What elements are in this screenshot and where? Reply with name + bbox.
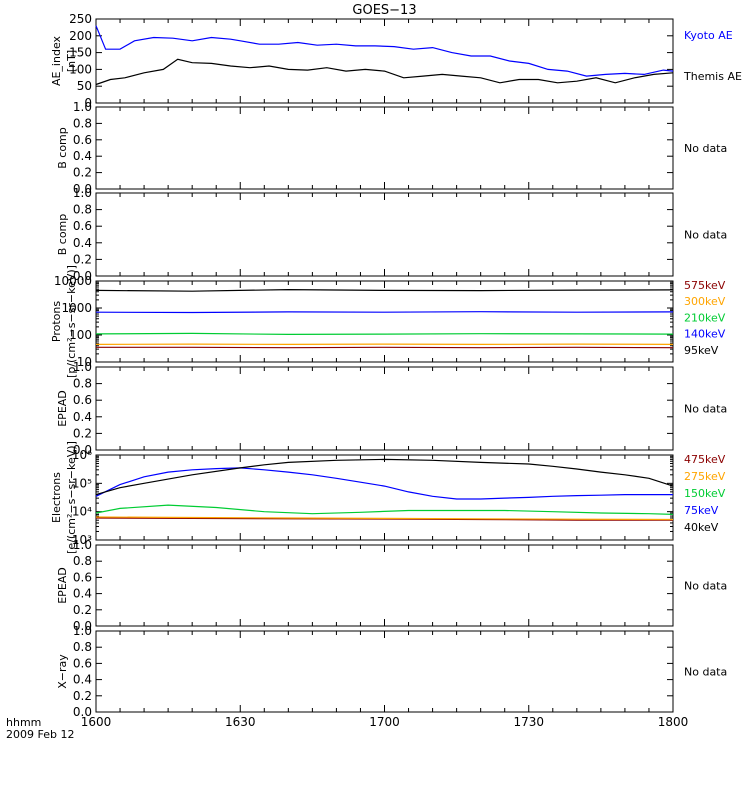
x-tick-label: 1700 [369,715,400,729]
y-axis-label: Protons [50,301,63,342]
series-line-kyoto-ae [96,26,673,76]
y-tick-label: 0.6 [73,570,92,584]
no-data-label: No data [684,666,727,679]
chart-title: GOES−13 [352,3,416,18]
y-tick-label: 0.6 [73,133,92,147]
y-tick-label: 0.2 [73,166,92,180]
series-line-themis-ae [96,59,673,84]
y-tick-label: 250 [69,12,92,26]
y-axis-label: B comp [56,214,69,256]
x-tick-label: 1600 [81,715,112,729]
legend-entry-150kev: 150keV [684,487,726,500]
y-axis-label: EPEAD [56,390,69,427]
y-tick-label: 0.4 [73,410,92,424]
y-tick-label: 1.0 [73,100,92,114]
series-line-40kev [96,459,673,494]
y-axis-label: [nT] [65,50,78,72]
series-line-95kev [96,290,673,292]
panel-frame-6 [96,455,673,540]
x-tick-label: 1800 [658,715,689,729]
y-axis-label: EPEAD [56,567,69,604]
no-data-label: No data [684,229,727,242]
y-tick-label: 50 [77,79,92,93]
y-tick-label: 0.8 [73,116,92,130]
legend-entry-300kev: 300keV [684,295,726,308]
legend-entry-575kev: 575keV [684,279,726,292]
panel-frame-3 [96,193,673,276]
y-tick-label: 0.4 [73,673,92,687]
y-tick-label: 1.0 [73,186,92,200]
y-tick-label: 0.4 [73,236,92,250]
series-line-140kev [96,312,673,313]
y-axis-label: B comp [56,127,69,169]
no-data-label: No data [684,142,727,155]
y-tick-label: 0.6 [73,219,92,233]
panel-frame-5 [96,367,673,450]
panel-frame-8 [96,631,673,712]
y-tick-label: 1.0 [73,538,92,552]
x-tick-label: 1730 [513,715,544,729]
y-axis-label: [e/(cm²−s−sr−keV)] [65,441,78,554]
y-tick-label: 0.6 [73,656,92,670]
no-data-label: No data [684,580,727,593]
panel-frame-2 [96,107,673,189]
legend-entry-kyoto-ae: Kyoto AE [684,29,733,42]
series-line-75kev [96,468,673,499]
panel-frame-7 [96,545,673,626]
y-tick-label: 0.8 [73,554,92,568]
legend-entry-40kev: 40keV [684,521,719,534]
y-tick-label: 0.4 [73,587,92,601]
y-tick-label: 0.6 [73,393,92,407]
legend-entry-210kev: 210keV [684,311,726,324]
legend-entry-themis-ae: Themis AE [683,70,742,83]
x-tick-label: 1630 [225,715,256,729]
series-line-150kev [96,505,673,514]
y-tick-label: 1.0 [73,624,92,638]
y-tick-label: 0.8 [73,377,92,391]
legend-entry-140kev: 140keV [684,328,726,341]
y-axis-label: X−ray [56,654,69,689]
y-tick-label: 0.8 [73,640,92,654]
y-tick-label: 0.8 [73,203,92,217]
legend-entry-75kev: 75keV [684,504,719,517]
y-tick-label: 0.2 [73,252,92,266]
y-tick-label: 1.0 [73,360,92,374]
y-tick-label: 0.2 [73,426,92,440]
legend-entry-95kev: 95keV [684,344,719,357]
y-tick-label: 0.2 [73,689,92,703]
x-axis-label-date: 2009 Feb 12 [6,728,74,741]
y-axis-label: Electrons [50,472,63,523]
panel-frame-4 [96,281,673,362]
no-data-label: No data [684,403,727,416]
y-axis-label: AE_index [50,35,63,86]
y-tick-label: 200 [69,29,92,43]
series-line-210kev [96,333,673,334]
y-tick-label: 0.2 [73,603,92,617]
legend-entry-275kev: 275keV [684,470,726,483]
legend-entry-475kev: 475keV [684,453,726,466]
y-tick-label: 0.4 [73,149,92,163]
